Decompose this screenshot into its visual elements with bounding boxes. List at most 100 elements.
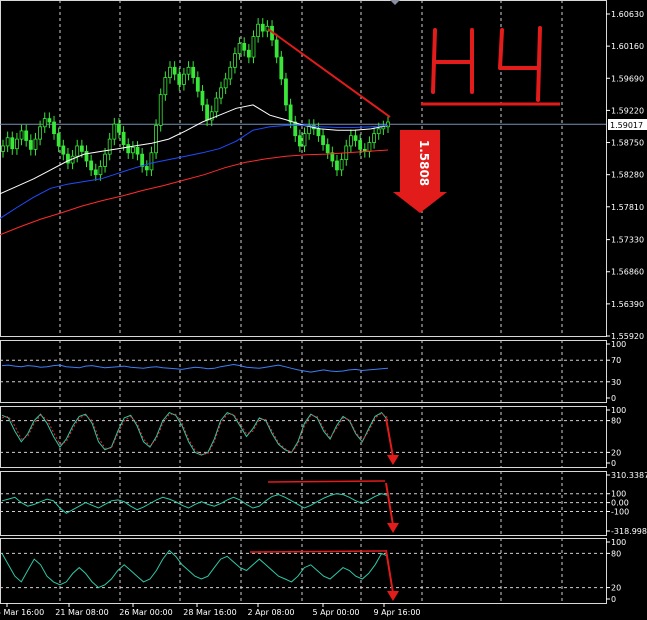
- y-tick-label: 310.3387: [611, 471, 647, 480]
- price-panel: 1.60630 1.60160 1.59690 1.59220 1.58750 1.582…: [0, 0, 644, 341]
- h4-annotation: H4: [421, 26, 560, 106]
- indicator-panel-1: 100 70 30 0: [0, 340, 626, 403]
- candle-body: [126, 144, 131, 154]
- candle-body: [219, 87, 223, 99]
- candle-body: [84, 151, 89, 162]
- candle-body: [107, 138, 112, 155]
- x-tick-label: 28 Mar 16:00: [183, 608, 236, 617]
- y-tick-label: 100: [611, 538, 626, 547]
- candle-body: [260, 23, 265, 32]
- candle-body: [367, 142, 372, 152]
- candle-body: [158, 94, 163, 126]
- candle-body: [182, 73, 186, 85]
- panel-frame: [0, 471, 607, 536]
- panel-frame: [0, 406, 607, 468]
- candle-body: [251, 36, 256, 58]
- candle-body: [297, 135, 302, 147]
- y-tick-label: 20: [611, 584, 621, 593]
- current-price-value: 1.59017: [610, 121, 643, 130]
- y-tick-label: 80: [611, 417, 621, 426]
- candle-body: [223, 78, 228, 89]
- candle-body: [42, 118, 47, 128]
- panel-frame: [0, 0, 607, 337]
- signal-arrow-line: [385, 549, 394, 594]
- candle-body: [47, 118, 52, 123]
- candle-body: [288, 104, 293, 123]
- y-tick-label: 100: [611, 490, 626, 499]
- down-arrow-icon: [387, 523, 399, 533]
- candle-body: [135, 146, 140, 155]
- candle-body: [10, 137, 15, 150]
- y-tick-label: 80: [611, 549, 621, 558]
- candle-body: [209, 111, 214, 121]
- candle-body: [293, 121, 298, 137]
- candle-body: [149, 152, 154, 171]
- y-tick-label: 1.55920: [611, 332, 644, 341]
- candle-body: [98, 166, 103, 176]
- y-tick-label: -100: [611, 508, 629, 517]
- y-tick-label: 1.56390: [611, 300, 644, 309]
- moving-average-line: [0, 104, 389, 195]
- candle-body: [38, 126, 43, 140]
- candle-body: [302, 133, 307, 147]
- y-tick-label: 1.60160: [611, 42, 644, 51]
- candle-body: [237, 42, 242, 55]
- candle-body: [79, 145, 84, 152]
- y-tick-label: 1.58280: [611, 171, 644, 180]
- candle-body: [5, 137, 10, 147]
- x-tick-label: 26 Mar 00:00: [119, 608, 172, 617]
- candle-body: [19, 130, 24, 140]
- candle-body: [75, 145, 80, 157]
- x-tick-label: 9 Apr 16:00: [373, 608, 420, 617]
- candle-body: [15, 138, 19, 150]
- candle-body: [172, 66, 177, 75]
- candle-body: [325, 144, 330, 154]
- x-tick-label: 21 Mar 08:00: [55, 608, 108, 617]
- y-tick-label: 0: [611, 394, 616, 403]
- candle-body: [246, 49, 251, 58]
- candle-body: [117, 123, 121, 133]
- candle-body: [376, 128, 381, 135]
- divergence-line: [249, 550, 386, 553]
- trend-line: [267, 28, 391, 118]
- x-tick-label: 2 Apr 08:00: [247, 608, 294, 617]
- candle-body: [93, 169, 98, 176]
- candle-body: [242, 42, 247, 51]
- candle-body: [121, 131, 126, 145]
- y-tick-label: -318.9980: [611, 527, 647, 536]
- candle-body: [381, 126, 386, 130]
- panel-frame: [0, 538, 607, 604]
- candle-body: [353, 135, 358, 141]
- scroll-marker-icon: [390, 0, 400, 5]
- indicator-line: [1, 411, 389, 456]
- candle-body: [33, 138, 38, 150]
- y-tick-label: 20: [611, 448, 621, 457]
- y-tick-label: 30: [611, 378, 621, 387]
- candle-body: [56, 133, 61, 147]
- candle-body: [154, 125, 158, 154]
- candle-body: [195, 77, 200, 92]
- candle-body: [372, 133, 376, 143]
- y-tick-label: 100: [611, 340, 626, 349]
- candle-body: [52, 121, 56, 135]
- candle-body: [66, 153, 70, 164]
- moving-average-line: [0, 124, 389, 219]
- candle-body: [191, 66, 196, 78]
- candle-body: [321, 135, 325, 145]
- candle-body: [130, 146, 135, 154]
- current-price-tag: 1.59017: [608, 119, 647, 130]
- y-tick-label: 1.58750: [611, 139, 644, 148]
- x-tick-label: 5 Mar 16:00: [0, 608, 44, 617]
- candle-body: [279, 56, 284, 80]
- candle-body: [205, 104, 209, 121]
- candle-body: [163, 77, 168, 96]
- candle-body: [214, 97, 219, 113]
- panel-frame: [0, 340, 607, 403]
- signal-arrow-line: [385, 417, 394, 458]
- down-arrow-icon: [393, 130, 447, 213]
- candle-body: [1, 145, 5, 152]
- candle-body: [358, 140, 363, 150]
- candle-body: [103, 153, 107, 167]
